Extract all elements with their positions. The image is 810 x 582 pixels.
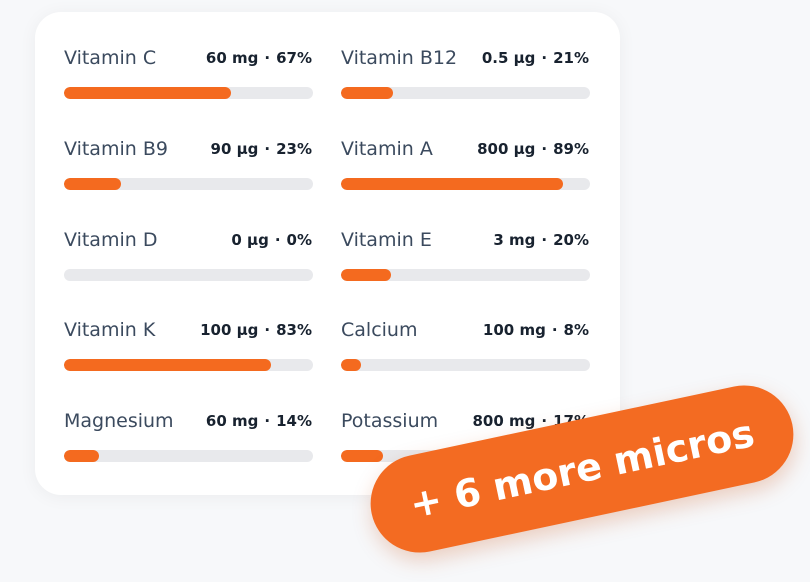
- percent: 83%: [276, 321, 312, 340]
- nutrient-value: 3 mg · 20%: [493, 231, 589, 249]
- separator: ·: [541, 139, 548, 158]
- separator: ·: [541, 49, 548, 67]
- percent: 0%: [286, 230, 312, 249]
- amount: 3 mg: [493, 230, 536, 249]
- amount: 60 mg: [205, 49, 259, 67]
- amount: 0 µg: [231, 230, 269, 249]
- nutrient-value: 800 µg · 89%: [477, 140, 589, 158]
- amount: 100 µg: [200, 321, 259, 340]
- percent: 8%: [563, 321, 589, 340]
- nutrient-name: Magnesium: [64, 410, 174, 433]
- nutrient-name: Vitamin K: [64, 319, 156, 342]
- separator: ·: [551, 321, 558, 340]
- nutrient-name: Vitamin B12: [341, 47, 458, 69]
- separator: ·: [264, 321, 271, 340]
- bar-track: [64, 268, 313, 281]
- bar-fill: [341, 450, 384, 463]
- separator: ·: [541, 230, 548, 249]
- nutrient-name: Vitamin E: [341, 228, 432, 251]
- nutrient-value: 60 mg · 67%: [206, 49, 312, 67]
- nutrient-value: 100 mg · 8%: [483, 321, 589, 339]
- percent: 89%: [553, 139, 589, 158]
- bar-track: [64, 87, 313, 99]
- nutrient-name: Vitamin A: [341, 137, 433, 160]
- nutrient-name: Calcium: [341, 319, 418, 342]
- percent: 20%: [553, 230, 589, 249]
- bar-fill: [341, 177, 563, 190]
- percent: 14%: [276, 412, 312, 431]
- amount: 60 mg: [205, 412, 259, 431]
- nutrient-name: Potassium: [341, 410, 439, 433]
- bar-track: [341, 359, 590, 372]
- bar-fill: [64, 87, 231, 99]
- amount: 100 mg: [482, 321, 546, 340]
- amount: 0.5 µg: [481, 49, 536, 67]
- bar-fill: [64, 450, 99, 463]
- separator: ·: [274, 230, 281, 249]
- nutrient-value: 100 µg · 83%: [200, 321, 312, 339]
- bar-track: [341, 268, 590, 281]
- nutrient-value: 60 mg · 14%: [206, 412, 312, 430]
- nutrient-value: 0.5 µg · 21%: [482, 49, 589, 67]
- nutrient-value: 0 µg · 0%: [231, 231, 312, 249]
- separator: ·: [264, 412, 271, 431]
- bar-track: [64, 177, 313, 190]
- nutrient-name: Vitamin B9: [64, 137, 168, 160]
- separator: ·: [264, 139, 271, 158]
- bar-fill: [341, 87, 394, 99]
- separator: ·: [264, 49, 271, 67]
- bar-fill: [341, 268, 391, 281]
- separator: ·: [541, 412, 548, 431]
- bar-fill: [64, 359, 271, 372]
- percent: 23%: [276, 139, 312, 158]
- percent: 21%: [553, 49, 589, 67]
- nutrient-value: 90 µg · 23%: [211, 140, 312, 158]
- nutrient-name: Vitamin C: [64, 47, 157, 69]
- bar-track: [64, 359, 313, 372]
- bar-track: [341, 177, 590, 190]
- amount: 90 µg: [210, 139, 259, 158]
- amount: 800 mg: [472, 412, 536, 431]
- nutrient-name: Vitamin D: [64, 228, 158, 251]
- bar-track: [64, 450, 313, 463]
- bar-fill: [341, 359, 361, 372]
- bar-fill: [64, 177, 122, 190]
- bar-track: [341, 87, 590, 99]
- amount: 800 µg: [477, 139, 536, 158]
- percent: 67%: [276, 49, 312, 67]
